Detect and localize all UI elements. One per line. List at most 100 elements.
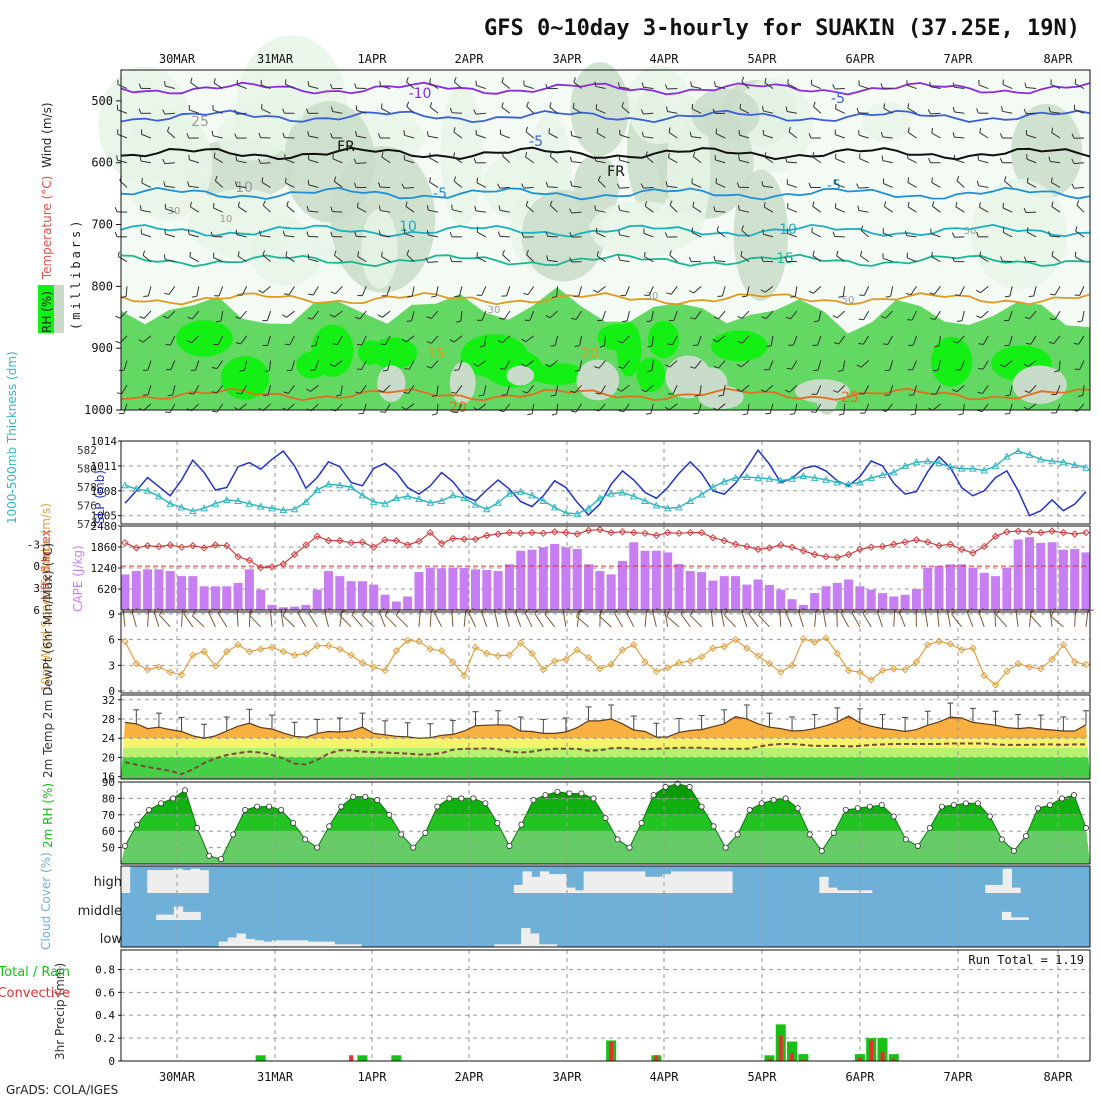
cape-bar <box>222 586 232 610</box>
wind-barb-flag <box>121 295 127 299</box>
wind-barb <box>1027 231 1037 238</box>
wind-barb <box>193 385 200 395</box>
wind-barb <box>762 185 774 188</box>
wind-barb <box>1055 385 1061 395</box>
wind-barb <box>143 310 152 319</box>
lifted-index-point <box>799 547 808 555</box>
wind-barb-flag <box>931 251 933 257</box>
wind-10m-point <box>449 658 457 666</box>
rh-point <box>830 829 837 836</box>
wind-barb-flag <box>713 316 719 320</box>
wind-barb <box>835 158 845 164</box>
rh-point <box>722 844 729 851</box>
wind-barb <box>334 254 343 263</box>
cape-bar <box>516 550 526 610</box>
wind-barb-flag <box>235 155 238 161</box>
wind-barb <box>982 360 989 370</box>
rh-shading-blob <box>971 178 1068 290</box>
wind-barb <box>406 81 415 89</box>
cloud-middle-cell <box>173 906 184 920</box>
wind-barb <box>794 286 798 297</box>
thickness-point <box>1036 455 1045 463</box>
rh-point <box>314 844 321 851</box>
rh-point <box>878 801 885 808</box>
wind-barb-flag <box>1071 183 1075 189</box>
cloud-cover-panel <box>120 865 1091 948</box>
ylabel-lifted-index: Lifted Index <box>39 529 53 600</box>
rh-shading-blob <box>667 94 711 244</box>
top-date-label: 8APR <box>1044 52 1074 66</box>
wind-barb <box>836 255 846 263</box>
cape-bar <box>719 576 729 610</box>
wind-barb-flag <box>432 413 438 416</box>
wind-barb-flag <box>426 341 432 344</box>
wind-barb <box>502 254 511 262</box>
wind-10m-point <box>177 671 186 679</box>
wind-barb <box>213 257 223 263</box>
rh-shading-moist-layer <box>121 287 1090 410</box>
wind-barb-flag <box>521 338 526 343</box>
wind-barb-flag <box>977 155 980 161</box>
contour-label: -5 <box>827 178 841 194</box>
rh-point <box>278 806 285 813</box>
wind-10m-barb-flag <box>758 609 763 616</box>
wind-10m-point <box>890 665 898 673</box>
lifted-index-point <box>370 543 378 551</box>
wind-barb <box>884 205 893 213</box>
wind-10m-barb <box>898 611 906 628</box>
wind-barb-flag <box>426 205 429 211</box>
wind-barb-flag <box>640 109 644 115</box>
thickness-point <box>901 461 909 469</box>
wind-barb <box>240 335 248 345</box>
wind-barb <box>406 106 415 114</box>
wind-barb-flag <box>978 343 984 346</box>
wind-barb <box>525 335 535 343</box>
wind-10m-barb <box>995 614 1008 628</box>
thickness-point <box>562 508 570 516</box>
cape-bar <box>798 604 808 610</box>
cloud-high-cell <box>679 871 689 893</box>
wind-barb <box>1027 360 1037 367</box>
wind-barb-flag <box>451 391 457 394</box>
wind-barb-flag <box>426 131 429 137</box>
wind-barb-flag <box>139 156 142 162</box>
wind-barb-flag <box>785 316 791 320</box>
lifted-index-point <box>471 535 480 543</box>
wind-barb <box>889 360 894 371</box>
rh-shading-dry-patch <box>506 365 535 386</box>
wind-barb-flag <box>808 182 812 188</box>
cape-bar <box>617 560 627 610</box>
rh-point <box>698 803 705 810</box>
wind-barb-flag <box>162 109 166 115</box>
lifted-index-point <box>1082 528 1090 537</box>
precip-total-bar <box>391 1055 402 1061</box>
cape-bar <box>131 571 141 610</box>
upper-air-frame <box>120 69 1091 411</box>
wind-barb <box>1054 310 1061 320</box>
thickness-point <box>731 473 740 481</box>
wind-barb-flag <box>931 128 933 134</box>
wind-barb <box>692 206 702 213</box>
precip-convective-bar <box>880 1051 885 1061</box>
wind-barb <box>411 310 415 321</box>
wind-barb <box>932 403 941 411</box>
wind-barb <box>691 183 702 188</box>
thickness-point <box>471 500 480 508</box>
thickness-point <box>121 481 129 489</box>
wind-barb <box>741 81 750 89</box>
wind-barb-flag <box>431 394 438 397</box>
wind-barb-flag <box>502 151 505 157</box>
wind-barb <box>691 108 702 114</box>
wind-barb-flag <box>164 292 170 295</box>
wind-barb <box>428 261 439 263</box>
wind-barb <box>212 135 223 139</box>
wind-barb <box>549 155 558 164</box>
wind-barb <box>835 207 845 213</box>
cloud-high-cell <box>644 876 655 893</box>
wind-barb-flag <box>497 231 501 237</box>
rh-point <box>650 792 657 799</box>
wind-barb <box>308 85 319 90</box>
chart-title: GFS 0~10day 3-hourly for SUAKIN (37.25E,… <box>484 16 1080 41</box>
precip-convective-bar <box>767 1058 772 1061</box>
